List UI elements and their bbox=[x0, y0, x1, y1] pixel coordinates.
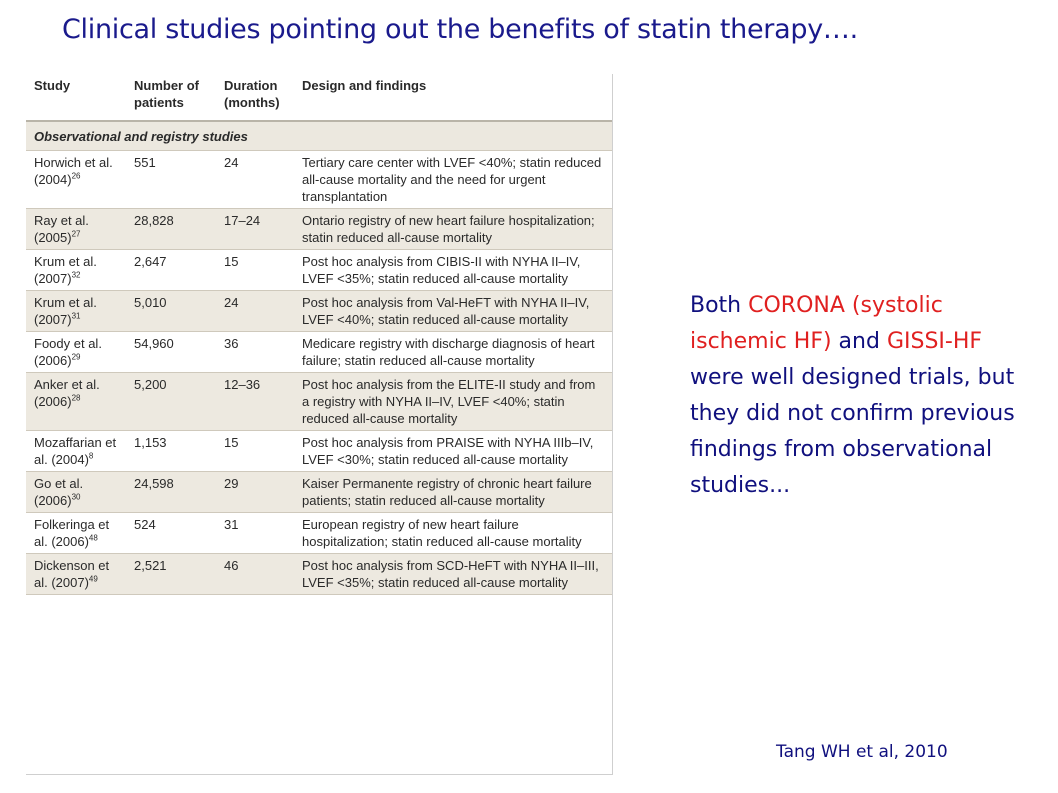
study-cell: Horwich et al. (2004)26 bbox=[26, 150, 126, 209]
patients-cell: 2,647 bbox=[126, 249, 216, 291]
source-citation: Tang WH et al, 2010 bbox=[776, 742, 948, 762]
study-cell: Krum et al. (2007)32 bbox=[26, 249, 126, 291]
duration-cell: 36 bbox=[216, 331, 294, 373]
highlighted-trial-name: CORONA (systolic ischemic HF) bbox=[690, 293, 943, 354]
design-cell: Ontario registry of new heart failure ho… bbox=[294, 208, 612, 250]
table-header-row: Study Number of patients Duration (month… bbox=[26, 74, 612, 122]
study-cell: Ray et al. (2005)27 bbox=[26, 208, 126, 250]
note-text: were well designed trials, but they did … bbox=[690, 365, 1015, 498]
design-cell: Post hoc analysis from the ELITE-II stud… bbox=[294, 372, 612, 431]
design-cell: Post hoc analysis from CIBIS-II with NYH… bbox=[294, 249, 612, 291]
reference-number: 30 bbox=[71, 492, 81, 502]
design-cell: Post hoc analysis from PRAISE with NYHA … bbox=[294, 430, 612, 472]
duration-cell: 24 bbox=[216, 150, 294, 209]
highlighted-trial-name: GISSI-HF bbox=[886, 329, 983, 354]
header-study: Study bbox=[26, 74, 126, 122]
reference-number: 48 bbox=[88, 533, 98, 543]
reference-number: 31 bbox=[71, 311, 81, 321]
patients-cell: 54,960 bbox=[126, 331, 216, 373]
reference-number: 27 bbox=[71, 229, 81, 239]
patients-cell: 5,010 bbox=[126, 290, 216, 332]
duration-cell: 29 bbox=[216, 471, 294, 513]
study-cell: Dickenson et al. (2007)49 bbox=[26, 553, 126, 595]
table-row: Anker et al. (2006)28 5,200 12–36 Post hoc … bbox=[26, 372, 612, 431]
reference-number: 29 bbox=[71, 352, 81, 362]
table-row: Krum et al. (2007)31 5,010 24 Post hoc anal… bbox=[26, 290, 612, 332]
study-cell: Mozaffarian et al. (2004)8 bbox=[26, 430, 126, 472]
note-text: and bbox=[831, 329, 887, 354]
section-label: Observational and registry studies bbox=[26, 121, 612, 151]
study-name: Mozaffarian et al. (2004) bbox=[34, 435, 117, 467]
patients-cell: 5,200 bbox=[126, 372, 216, 431]
studies-table: Study Number of patients Duration (month… bbox=[26, 74, 612, 595]
reference-number: 28 bbox=[71, 393, 81, 403]
study-name: Horwich et al. (2004) bbox=[34, 155, 113, 187]
slide-title: Clinical studies pointing out the benefi… bbox=[62, 14, 858, 45]
table-row: Folkeringa et al. (2006)48 524 31 European … bbox=[26, 512, 612, 554]
reference-number: 26 bbox=[71, 171, 81, 181]
duration-cell: 15 bbox=[216, 430, 294, 472]
duration-cell: 15 bbox=[216, 249, 294, 291]
table-row: Foody et al. (2006)29 54,960 36 Medicare re… bbox=[26, 331, 612, 373]
table-row: Krum et al. (2007)32 2,647 15 Post hoc anal… bbox=[26, 249, 612, 291]
conclusion-note: Both CORONA (systolic ischemic HF) and G… bbox=[690, 288, 1020, 504]
study-cell: Krum et al. (2007)31 bbox=[26, 290, 126, 332]
note-text: Both bbox=[690, 293, 749, 318]
design-cell: Tertiary care center with LVEF <40%; sta… bbox=[294, 150, 612, 209]
patients-cell: 24,598 bbox=[126, 471, 216, 513]
table-body: Observational and registry studies Horwic… bbox=[26, 121, 612, 595]
table-row: Dickenson et al. (2007)49 2,521 46 Post hoc… bbox=[26, 553, 612, 595]
study-name: Anker et al. (2006) bbox=[34, 377, 100, 409]
table-row: Mozaffarian et al. (2004)8 1,153 15 Post ho… bbox=[26, 430, 612, 472]
patients-cell: 1,153 bbox=[126, 430, 216, 472]
patients-cell: 28,828 bbox=[126, 208, 216, 250]
table-row: Go et al. (2006)30 24,598 29 Kaiser Permane… bbox=[26, 471, 612, 513]
design-cell: Medicare registry with discharge diagnos… bbox=[294, 331, 612, 373]
study-name: Krum et al. (2007) bbox=[34, 295, 97, 327]
design-cell: Post hoc analysis from SCD-HeFT with NYH… bbox=[294, 553, 612, 595]
patients-cell: 524 bbox=[126, 512, 216, 554]
patients-cell: 2,521 bbox=[126, 553, 216, 595]
design-cell: Kaiser Permanente registry of chronic he… bbox=[294, 471, 612, 513]
study-name: Foody et al. (2006) bbox=[34, 336, 102, 368]
studies-table-image: Study Number of patients Duration (month… bbox=[26, 74, 613, 775]
header-duration: Duration (months) bbox=[216, 74, 294, 122]
reference-number: 49 bbox=[88, 574, 98, 584]
table-row: Ray et al. (2005)27 28,828 17–24 Ontario re… bbox=[26, 208, 612, 250]
study-name: Folkeringa et al. (2006) bbox=[34, 517, 110, 549]
study-cell: Folkeringa et al. (2006)48 bbox=[26, 512, 126, 554]
patients-cell: 551 bbox=[126, 150, 216, 209]
study-cell: Anker et al. (2006)28 bbox=[26, 372, 126, 431]
duration-cell: 17–24 bbox=[216, 208, 294, 250]
design-cell: European registry of new heart failure h… bbox=[294, 512, 612, 554]
section-row: Observational and registry studies bbox=[26, 121, 612, 151]
duration-cell: 31 bbox=[216, 512, 294, 554]
duration-cell: 46 bbox=[216, 553, 294, 595]
reference-number: 32 bbox=[71, 270, 81, 280]
header-design: Design and findings bbox=[294, 74, 612, 122]
reference-number: 8 bbox=[88, 451, 94, 461]
duration-cell: 12–36 bbox=[216, 372, 294, 431]
header-patients: Number of patients bbox=[126, 74, 216, 122]
study-cell: Go et al. (2006)30 bbox=[26, 471, 126, 513]
study-name: Dickenson et al. (2007) bbox=[34, 558, 110, 590]
study-cell: Foody et al. (2006)29 bbox=[26, 331, 126, 373]
study-name: Krum et al. (2007) bbox=[34, 254, 97, 286]
duration-cell: 24 bbox=[216, 290, 294, 332]
table-row: Horwich et al. (2004)26 551 24 Tertiary car… bbox=[26, 150, 612, 209]
design-cell: Post hoc analysis from Val-HeFT with NYH… bbox=[294, 290, 612, 332]
study-name: Go et al. (2006) bbox=[34, 476, 84, 508]
study-name: Ray et al. (2005) bbox=[34, 213, 89, 245]
